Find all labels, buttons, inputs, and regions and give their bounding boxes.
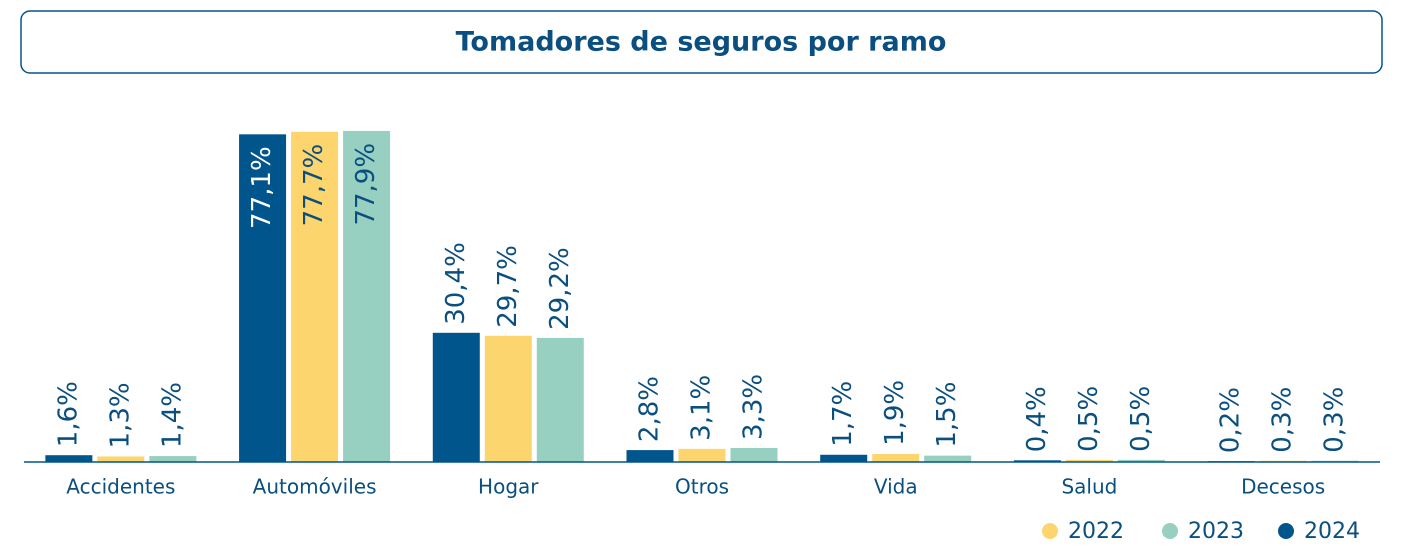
bar (872, 453, 920, 462)
bar (484, 335, 532, 462)
data-label: 1,7% (828, 381, 858, 447)
chart-title: Tomadores de seguros por ramo (456, 27, 947, 58)
data-label: 0,3% (1268, 387, 1298, 453)
data-label: 29,2% (545, 247, 575, 330)
data-label: 77,7% (299, 144, 329, 227)
bar (291, 131, 339, 462)
data-label: 1,9% (880, 380, 910, 446)
data-label: 1,3% (105, 382, 135, 448)
legend-label: 2024 (1304, 519, 1360, 544)
x-tick-label: Otros (675, 475, 729, 499)
data-label: 77,9% (351, 143, 381, 226)
data-label: 0,5% (1074, 386, 1104, 452)
bar (820, 454, 868, 462)
data-label: 0,2% (1216, 387, 1246, 453)
bar (239, 134, 287, 462)
data-label: 0,4% (1022, 386, 1052, 452)
bar (730, 447, 778, 462)
x-tick-label: Decesos (1241, 475, 1325, 499)
bar (149, 456, 197, 462)
data-label: 3,3% (739, 374, 769, 440)
legend-label: 2023 (1188, 519, 1244, 544)
data-label: 3,1% (687, 375, 717, 441)
bar (97, 456, 145, 462)
bar (45, 455, 93, 462)
data-label: 29,7% (493, 245, 523, 328)
bar (343, 130, 391, 463)
x-tick-label: Vida (874, 475, 918, 499)
legend-marker (1042, 523, 1058, 539)
bar (924, 455, 972, 462)
bar (626, 450, 674, 462)
legend-marker (1162, 523, 1178, 539)
x-tick-label: Hogar (478, 475, 539, 499)
bar (536, 337, 584, 462)
legend-marker (1278, 523, 1294, 539)
title-box (20, 10, 1383, 74)
data-label: 1,5% (932, 382, 962, 448)
x-tick-label: Automóviles (253, 475, 377, 499)
bar (678, 448, 726, 462)
bar (1013, 460, 1061, 462)
bar (1065, 459, 1113, 462)
x-tick-label: Salud (1061, 475, 1117, 499)
data-label: 2,8% (635, 376, 665, 442)
data-label: 77,1% (247, 146, 277, 229)
data-label: 0,3% (1320, 387, 1350, 453)
bar (1117, 459, 1165, 462)
data-label: 1,4% (157, 382, 187, 448)
x-tick-label: Accidentes (66, 475, 175, 499)
legend-label: 2022 (1068, 519, 1124, 544)
data-label: 30,4% (441, 242, 471, 325)
bar (432, 332, 480, 462)
data-label: 1,6% (53, 381, 83, 447)
data-label: 0,5% (1126, 386, 1156, 452)
